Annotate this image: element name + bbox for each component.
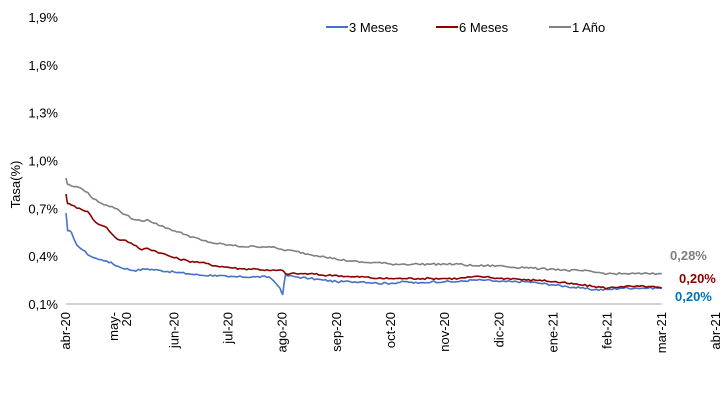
y-axis-title: Tasa(%) [8, 161, 23, 209]
x-tick-label: jul-20 [221, 312, 236, 345]
legend-label: 1 Año [572, 20, 605, 35]
y-tick-label: 0,4% [28, 249, 58, 264]
x-tick-label: jun-20 [166, 312, 181, 349]
legend-label: 3 Meses [349, 20, 399, 35]
x-tick-label: nov-20 [437, 312, 452, 352]
y-tick-label: 0,7% [28, 201, 58, 216]
legend-label: 6 Meses [459, 20, 509, 35]
x-tick-label: mar-21 [654, 312, 669, 353]
x-tick-labels: abr-20 may-20 jun-20 jul-20 ago-20 sep-20 oct-… [58, 312, 723, 353]
end-label: 0,28% [670, 248, 707, 263]
x-tick-label: abr-21 [708, 312, 723, 350]
end-label: 0,20% [675, 289, 712, 304]
x-tick-label: oct-20 [383, 312, 398, 348]
x-tick-label: dic-20 [491, 312, 506, 347]
y-tick-labels: 0,1% 0,4% 0,7% 1,0% 1,3% 1,6% 1,9% [28, 10, 58, 312]
y-tick-label: 1,3% [28, 106, 58, 121]
legend: 3 Meses 6 Meses 1 Año [326, 20, 605, 35]
y-tick-label: 1,6% [28, 58, 58, 73]
x-tick-label: may-20 [106, 312, 134, 341]
y-axis-title-group: Tasa(%) [8, 161, 23, 209]
x-tick-label: abr-20 [58, 312, 73, 350]
y-tick-label: 1,0% [28, 154, 58, 169]
end-labels: 0,20% 0,20% 0,28% [670, 248, 716, 304]
x-tick-label: ago-20 [275, 312, 290, 352]
series-line-2 [65, 193, 663, 290]
series-line-3 [65, 177, 662, 276]
x-tick-label-line: may- [106, 312, 121, 341]
x-tick-label: sep-20 [329, 312, 344, 352]
y-tick-label: 1,9% [28, 10, 58, 25]
y-tick-label: 0,1% [28, 297, 58, 312]
series-line-1 [65, 213, 662, 296]
series-lines [65, 177, 663, 296]
end-label: 0,20% [679, 271, 716, 286]
x-tick-label-line: 20 [119, 312, 134, 326]
x-tick-label: ene-21 [546, 312, 561, 352]
x-tick-label: feb-21 [600, 312, 615, 349]
